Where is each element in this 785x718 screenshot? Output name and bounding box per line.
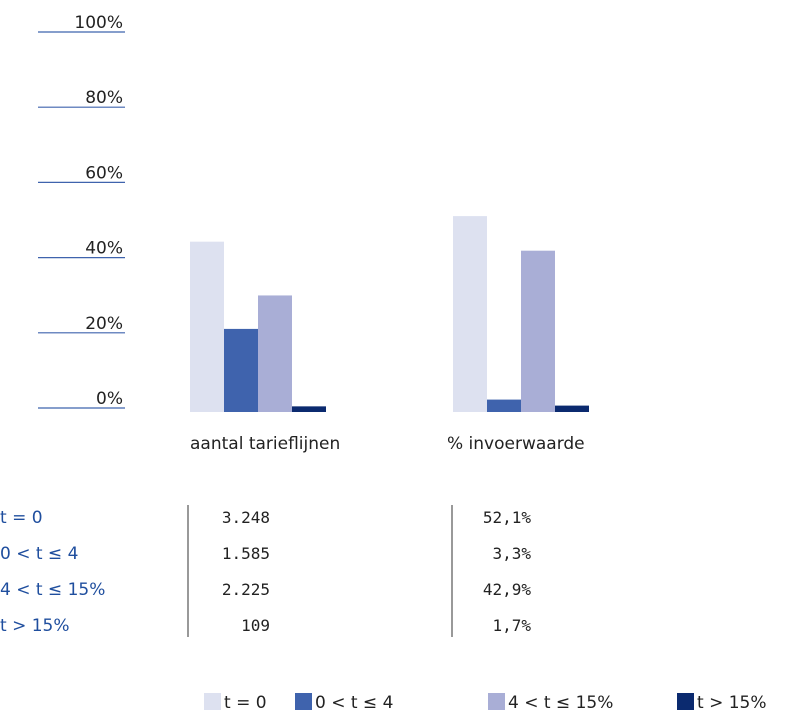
legend-swatch — [488, 693, 505, 710]
legend-label: t > 15% — [697, 693, 767, 713]
legend-swatch — [204, 693, 221, 710]
y-tick-label: 20% — [85, 314, 123, 334]
table-cell: 109 — [241, 616, 270, 635]
table-cell: 3,3% — [492, 544, 531, 563]
bar — [224, 328, 258, 412]
table-cell: 52,1% — [483, 508, 532, 527]
y-tick-label: 80% — [85, 88, 123, 108]
table-cell: 3.248 — [222, 508, 270, 527]
legend-swatch — [295, 693, 312, 710]
legend-swatch — [677, 693, 694, 710]
bar — [453, 216, 487, 412]
table-cell: 1,7% — [492, 616, 531, 635]
y-tick-label: 0% — [96, 389, 123, 409]
table-cell: 42,9% — [483, 580, 532, 599]
legend-label: t = 0 — [224, 693, 267, 713]
row-label: t = 0 — [0, 508, 43, 528]
bar — [258, 295, 292, 412]
bar — [487, 399, 521, 412]
y-tick-label: 100% — [74, 13, 123, 33]
legend-label: 0 < t ≤ 4 — [315, 693, 393, 713]
y-tick-label: 60% — [85, 163, 123, 183]
row-label: 4 < t ≤ 15% — [0, 580, 105, 600]
bar — [292, 406, 326, 412]
row-label: 0 < t ≤ 4 — [0, 544, 78, 564]
table-cell: 2.225 — [222, 580, 270, 599]
legend-label: 4 < t ≤ 15% — [508, 693, 613, 713]
y-tick-label: 40% — [85, 239, 123, 259]
x-tick-label: aantal tarieflijnen — [190, 434, 340, 454]
x-tick-label: % invoerwaarde — [447, 434, 585, 454]
bar — [555, 405, 589, 412]
bar — [521, 250, 555, 412]
bar — [190, 241, 224, 412]
table-cell: 1.585 — [222, 544, 270, 563]
row-label: t > 15% — [0, 616, 70, 636]
